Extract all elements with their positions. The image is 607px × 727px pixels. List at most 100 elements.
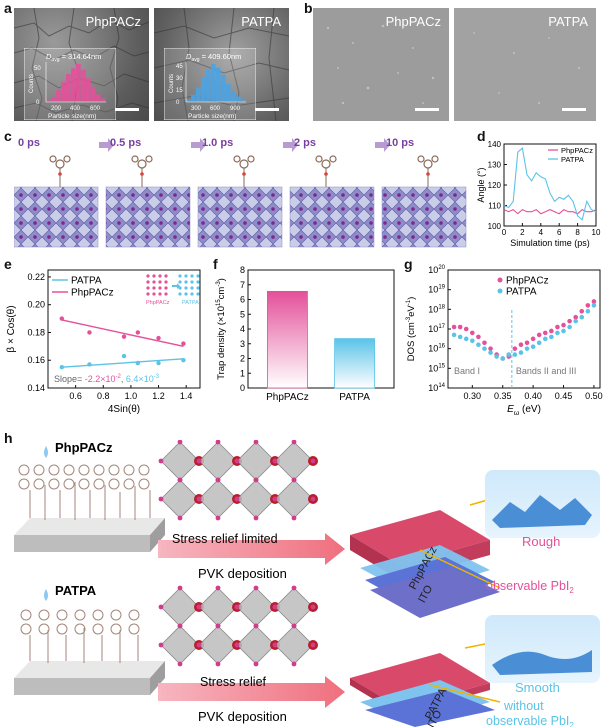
atom [58, 172, 62, 176]
inset-xtick: 200 [51, 106, 62, 112]
data-point [542, 336, 548, 342]
data-point [530, 344, 536, 349]
exponent: 18 [438, 304, 445, 310]
time-arrow [283, 138, 298, 152]
histogram-inset-phppacz: Davg = 314.64nm Counts Particle size(nm)… [24, 48, 116, 120]
y-tick-label: 1018 [428, 304, 445, 314]
inset-atom [152, 280, 156, 284]
inset-atom [196, 280, 200, 284]
halide-atom [215, 585, 221, 591]
data-point [506, 352, 512, 357]
slope-part: Slope= [54, 374, 85, 384]
inset-atom [152, 292, 156, 296]
arrow-top [158, 533, 345, 565]
halide-atom [215, 477, 221, 483]
data-point [579, 309, 585, 314]
histogram-bar [101, 98, 106, 102]
molecule-ring [92, 609, 104, 621]
histogram-bar [86, 78, 91, 102]
halide-atom [215, 623, 221, 629]
sem-tag-patpa: PATPA [241, 14, 281, 29]
ring [145, 155, 153, 163]
arrow-label-top: Stress relief limited [172, 532, 278, 546]
data-point [500, 356, 506, 361]
tick-label: 10 [592, 228, 601, 237]
slope-part: 6.4×10 [126, 374, 154, 384]
octahedron [198, 587, 238, 627]
schematic-h: PhpPACz PATPA Stress relief limited PVK … [14, 440, 600, 727]
ring [233, 155, 241, 163]
tick-label: 0.30 [464, 391, 482, 401]
octahedron [160, 587, 200, 627]
data-point [536, 332, 542, 338]
x-axis-label: Simulation time (ps) [510, 238, 590, 248]
label-part: ω [514, 410, 520, 417]
data-point [512, 352, 518, 357]
tick-label: 5 [240, 309, 245, 319]
y-tick-label: 1019 [428, 285, 445, 295]
ring [239, 159, 249, 169]
halide-atom [215, 440, 221, 445]
halide-atom [177, 440, 183, 445]
octahedron [274, 587, 314, 627]
data-point [512, 346, 518, 351]
molecule-ring [63, 464, 75, 476]
tick-label: 140 [488, 140, 502, 149]
tick-label: 1.2 [152, 391, 165, 401]
molecule-ring [20, 623, 32, 635]
legend-label: PhpPACz [71, 288, 114, 299]
inset-atom [158, 280, 162, 284]
molecule-ring [18, 478, 30, 490]
inset-atom [158, 292, 162, 296]
histogram-bar [226, 83, 231, 102]
inset-atom [196, 286, 200, 290]
atom [324, 172, 328, 176]
chart-g: 1014 1015 1016 1017 1018 1019 1020 0.30 0.35 0.40… [406, 265, 603, 417]
data-point [567, 324, 572, 330]
sem-image-patpa: PATPA Davg = 409.60nm Counts Particle si… [154, 8, 289, 121]
halide-atom [310, 496, 316, 502]
label-h-top: PhpPACz [55, 440, 113, 455]
inset-davg-patpa: Davg = 409.60nm [186, 52, 241, 63]
y-tick-label: 1016 [428, 344, 445, 354]
data-point [482, 340, 487, 346]
molecule-ring [56, 623, 68, 635]
inset-ytick: 0 [36, 100, 40, 106]
molecule-ring [78, 464, 90, 476]
halide-atom [158, 642, 164, 648]
legend-label: PATPA [71, 276, 102, 287]
octahedron [198, 625, 238, 665]
halide-atom [158, 604, 164, 610]
octahedron [274, 479, 314, 519]
octahedron [198, 479, 238, 519]
time-label: 10 ps [386, 137, 414, 149]
histogram-bar [71, 68, 76, 102]
halide-atom [253, 661, 259, 667]
octahedron [236, 441, 276, 481]
halide-atom [177, 515, 183, 521]
data-point [59, 364, 65, 370]
grain-texture [154, 8, 289, 121]
inset-atom [152, 274, 156, 278]
halide-atom [234, 604, 240, 610]
halide-atom [234, 642, 240, 648]
molecule-ring [123, 478, 135, 490]
tick-label: 0.16 [27, 355, 45, 365]
tick-label: 0.20 [27, 300, 45, 310]
inset-atom [184, 292, 188, 296]
halide-atom [291, 585, 297, 591]
inset-atom [190, 280, 194, 284]
histogram-bar [96, 94, 101, 102]
data-point [561, 322, 566, 328]
histogram-bar [91, 86, 96, 102]
molecule-ring [74, 623, 86, 635]
chart-f: 0 1 2 3 4 5 6 7 8 PhpPACz PATPA Trap density (×1015… [216, 265, 395, 403]
data-point [59, 316, 65, 321]
inset-atom [146, 280, 150, 284]
inset-ytick: 15 [176, 88, 183, 94]
y-tick-label: 1020 [428, 265, 445, 275]
inset-xtick: 600 [210, 106, 221, 112]
data-point [555, 330, 560, 336]
molecule [131, 155, 153, 187]
data-point [591, 303, 597, 308]
